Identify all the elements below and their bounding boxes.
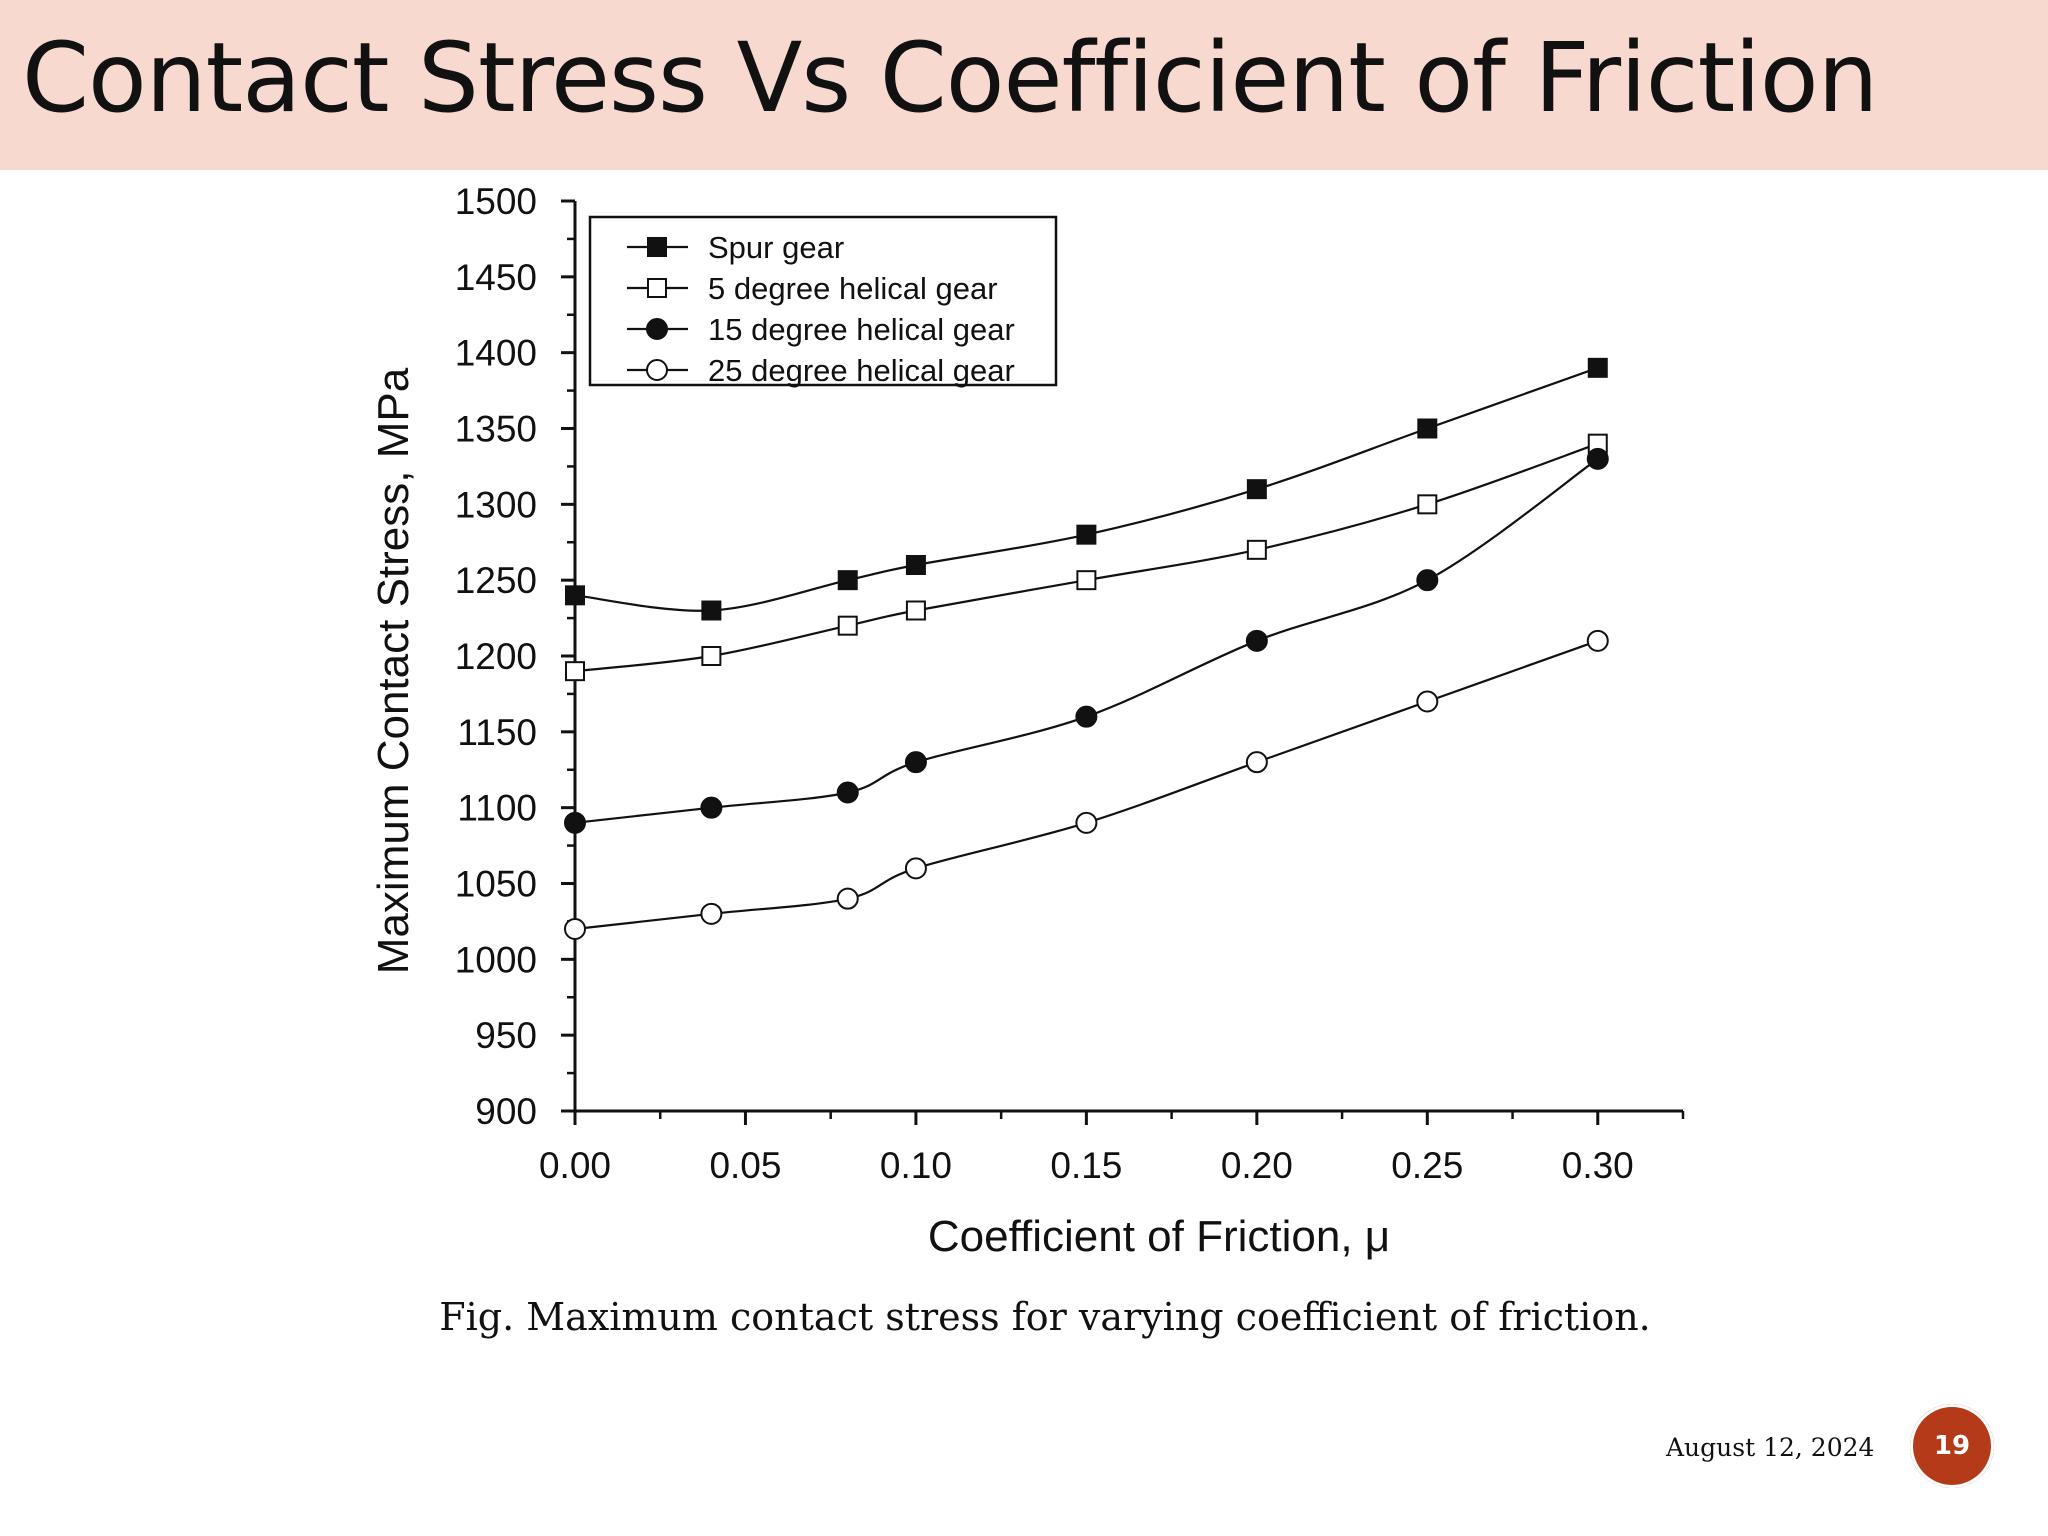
y-tick-label: 900 — [475, 1091, 537, 1132]
data-point — [1416, 569, 1439, 592]
y-tick-label: 1250 — [455, 560, 537, 601]
y-tick-label: 1150 — [457, 712, 537, 753]
data-point — [837, 615, 858, 636]
page-number-badge: 19 — [1910, 1404, 1994, 1488]
data-point — [1075, 811, 1098, 834]
series-3 — [564, 447, 1609, 834]
data-point — [1417, 418, 1438, 439]
x-tick-label: 0.20 — [1221, 1145, 1293, 1186]
series-line — [574, 457, 1599, 824]
legend-marker — [647, 237, 667, 257]
data-point — [904, 857, 927, 880]
legend-label: 25 degree helical gear — [708, 353, 1015, 388]
x-tick-label: 0.05 — [709, 1145, 781, 1186]
data-point — [1076, 570, 1097, 591]
data-point — [564, 811, 586, 834]
y-tick-label: 1000 — [455, 939, 537, 980]
legend-box — [588, 215, 1058, 387]
y-tick-label: 1500 — [455, 181, 537, 222]
legend-marker — [646, 318, 668, 340]
y-axis-title: Maximum Contact Stress, MPa — [369, 367, 418, 974]
data-point — [701, 600, 722, 621]
y-tick-label: 1300 — [455, 484, 537, 525]
data-point — [1586, 447, 1609, 470]
page-number: 19 — [1933, 1431, 1971, 1461]
data-point — [1245, 751, 1268, 774]
legend-label: Spur gear — [708, 230, 844, 265]
data-point — [1076, 524, 1097, 545]
x-tick-label: 0.25 — [1391, 1145, 1463, 1186]
y-tick-label: 1100 — [457, 788, 537, 829]
slide-date: August 12, 2024 — [1666, 1433, 1875, 1462]
data-point — [836, 887, 859, 910]
data-point — [1417, 494, 1438, 515]
data-point — [1246, 539, 1267, 560]
y-tick-label: 1400 — [455, 333, 537, 374]
data-point — [1586, 629, 1609, 652]
legend-label: 15 degree helical gear — [708, 312, 1015, 347]
slide-title: Contact Stress Vs Coefficient of Frictio… — [22, 22, 1878, 134]
figure-caption: Fig. Maximum contact stress for varying … — [439, 1295, 1651, 1339]
legend-label: 5 degree helical gear — [708, 271, 998, 306]
y-tick-label: 1200 — [455, 636, 537, 677]
data-point — [1587, 357, 1608, 378]
x-tick-label: 0.00 — [539, 1145, 611, 1186]
y-tick-label: 1350 — [455, 409, 537, 450]
data-point — [1245, 629, 1268, 652]
x-axis-title: Coefficient of Friction, μ — [928, 1212, 1390, 1261]
x-tick-label: 0.30 — [1562, 1145, 1634, 1186]
data-point — [1416, 690, 1439, 713]
x-tick-label: 0.10 — [880, 1145, 952, 1186]
data-point — [836, 781, 859, 804]
y-tick-label: 950 — [475, 1015, 537, 1056]
chart-legend: Spur gear 5 degree helical gear 15 degree … — [588, 215, 1058, 388]
series-1 — [565, 357, 1608, 621]
data-point — [700, 902, 723, 925]
data-point — [701, 646, 722, 666]
data-point — [1246, 479, 1267, 500]
data-point — [700, 796, 723, 819]
data-point — [565, 585, 585, 606]
data-point — [565, 661, 585, 682]
data-point — [905, 600, 926, 621]
data-point — [1075, 705, 1098, 728]
title-band: Contact Stress Vs Coefficient of Frictio… — [0, 0, 2048, 170]
data-point — [904, 751, 927, 774]
data-point — [837, 570, 858, 591]
y-tick-label: 1050 — [455, 864, 537, 905]
series-2 — [565, 433, 1608, 682]
chart-axes: 900 950 1000 1050 1100 1150 1200 1250 1300 1350 14… — [369, 181, 1685, 1261]
chart-series — [564, 357, 1609, 940]
series-4 — [564, 629, 1609, 940]
series-line — [574, 639, 1599, 931]
legend-marker — [646, 359, 668, 381]
x-tick-label: 0.15 — [1050, 1145, 1122, 1186]
series-line — [574, 442, 1599, 673]
data-point — [905, 555, 926, 575]
legend-marker — [647, 278, 667, 298]
y-tick-label: 1450 — [455, 257, 537, 298]
data-point — [564, 918, 586, 940]
